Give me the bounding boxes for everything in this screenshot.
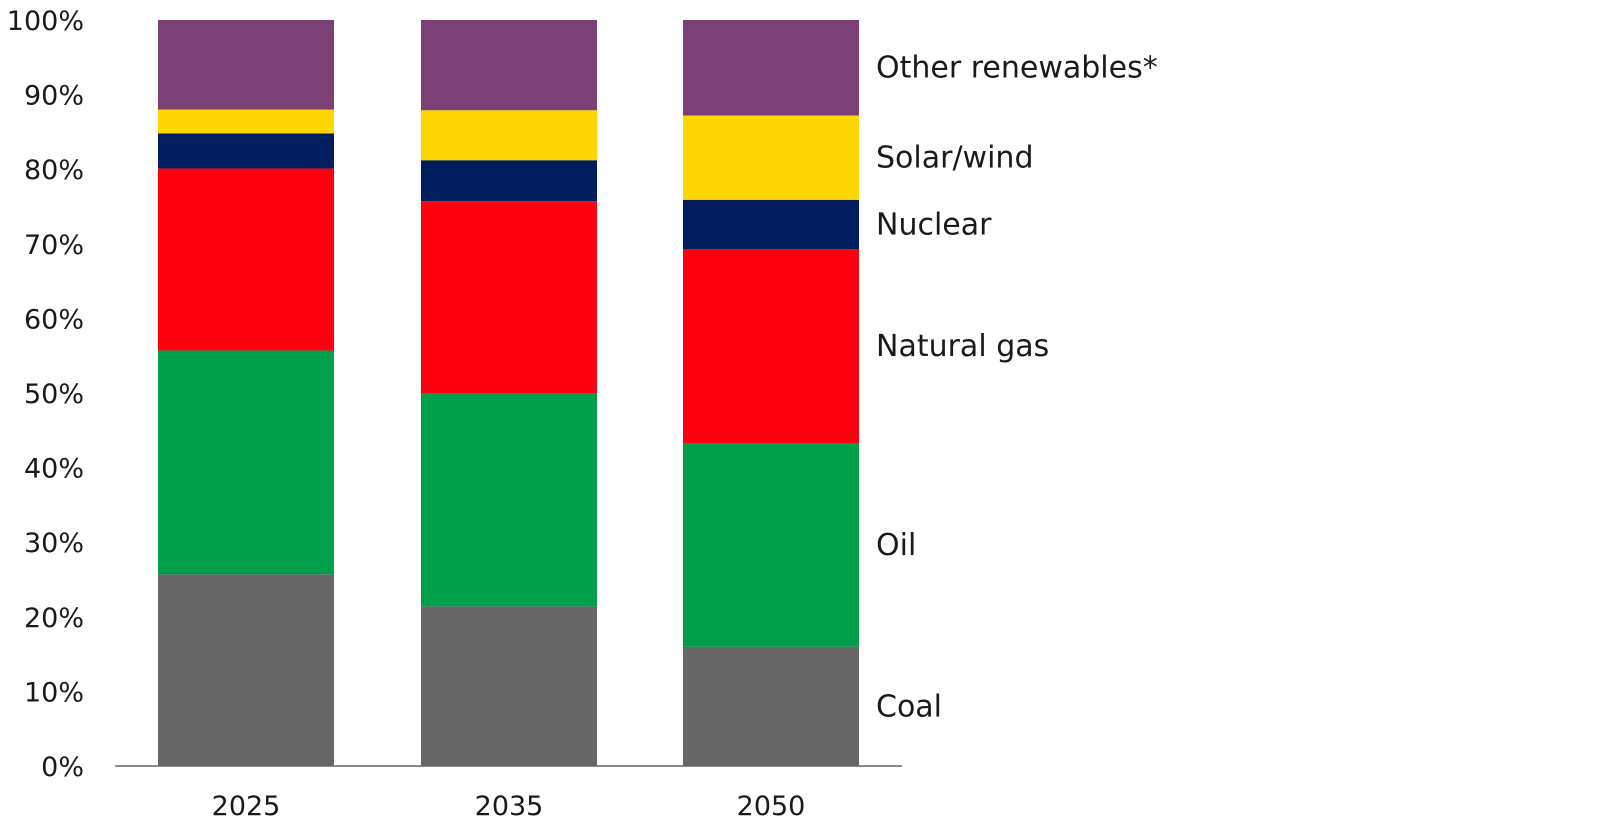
bar-segment-nuclear-2025 xyxy=(158,133,334,169)
bar-segment-solar-wind-2025 xyxy=(158,109,334,134)
y-tick-label: 20% xyxy=(24,603,84,634)
y-tick-label: 30% xyxy=(24,528,84,559)
bar-segment-coal-2050 xyxy=(683,646,859,766)
bar-segment-solar-wind-2050 xyxy=(683,115,859,200)
y-tick-label: 70% xyxy=(24,230,84,261)
y-tick-label: 80% xyxy=(24,155,84,186)
legend: Coal Oil Natural gas Nuclear Solar/wind Other… xyxy=(876,51,1158,725)
bar-segment-other-renewables-2035 xyxy=(421,20,597,111)
bar-segment-natural-gas-2035 xyxy=(421,201,597,393)
bar-segment-nuclear-2035 xyxy=(421,160,597,202)
legend-label-solar-wind: Solar/wind xyxy=(876,141,1034,176)
y-tick-label: 60% xyxy=(24,304,84,335)
legend-label-natural-gas: Natural gas xyxy=(876,329,1049,364)
legend-label-oil: Oil xyxy=(876,528,916,563)
bar-segment-natural-gas-2025 xyxy=(158,168,334,351)
y-tick-label: 90% xyxy=(24,81,84,112)
bar-segment-natural-gas-2050 xyxy=(683,249,859,443)
x-tick-label: 2050 xyxy=(737,791,806,822)
y-axis-ticks: 0% 10% 20% 30% 40% 50% 60% 70% 80% 90% 100% xyxy=(7,6,84,783)
y-tick-label: 10% xyxy=(24,677,84,708)
bar-segment-nuclear-2050 xyxy=(683,199,859,250)
bar-segment-other-renewables-2025 xyxy=(158,20,334,110)
y-tick-label: 40% xyxy=(24,454,84,485)
y-tick-label: 0% xyxy=(41,752,84,783)
y-tick-label: 50% xyxy=(24,379,84,410)
bar-segment-other-renewables-2050 xyxy=(683,20,859,116)
x-axis-ticks: 2025 2035 2050 xyxy=(212,791,806,822)
legend-label-other-renewables: Other renewables* xyxy=(876,51,1158,86)
bar-segment-oil-2025 xyxy=(158,350,334,575)
bar-segment-oil-2050 xyxy=(683,442,859,647)
bar-segment-solar-wind-2035 xyxy=(421,110,597,161)
bar-segment-oil-2035 xyxy=(421,393,597,607)
legend-label-coal: Coal xyxy=(876,689,942,724)
bar-segment-coal-2035 xyxy=(421,606,597,766)
bars-group xyxy=(158,20,859,766)
bar-segment-coal-2025 xyxy=(158,574,334,766)
x-tick-label: 2025 xyxy=(212,791,281,822)
legend-label-nuclear: Nuclear xyxy=(876,207,992,242)
y-tick-label: 100% xyxy=(7,6,84,37)
x-tick-label: 2035 xyxy=(475,791,544,822)
